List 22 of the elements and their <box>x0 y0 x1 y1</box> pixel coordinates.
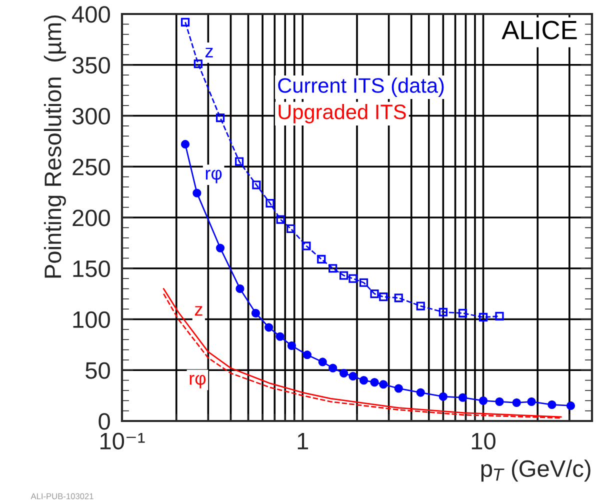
x-tick-label: 10⁻¹ <box>100 432 145 450</box>
y-tick-label: 100 <box>73 311 110 328</box>
annotation: ALICE <box>502 20 577 40</box>
y-tick-label: 50 <box>86 362 110 379</box>
y-tick-label: 350 <box>72 56 110 74</box>
x-tick-label: 10 <box>472 432 496 450</box>
annotation: Current ITS (data) <box>278 78 444 97</box>
series-label: z <box>194 306 202 316</box>
text: ALI-PUB-103021 <box>30 493 94 500</box>
y-tick-label: 150 <box>73 260 110 278</box>
series-label: z <box>205 48 213 58</box>
y-tick-label: 400 <box>72 6 110 23</box>
x-tick-label: 1 <box>298 432 308 450</box>
y-tick-label: 200 <box>72 210 110 226</box>
series-label: rφ <box>206 170 222 184</box>
y-tick-label: 0 <box>98 413 110 430</box>
y-axis-title: Pointing Resolution (µm) <box>44 15 66 278</box>
y-tick-label: 250 <box>72 158 110 176</box>
annotation: Upgraded ITS <box>278 104 406 124</box>
y-tick-label: 300 <box>72 108 110 125</box>
x-axis-title: p$_{T}$ (GeV/c) <box>481 460 590 482</box>
series-label: rφ <box>190 374 206 388</box>
